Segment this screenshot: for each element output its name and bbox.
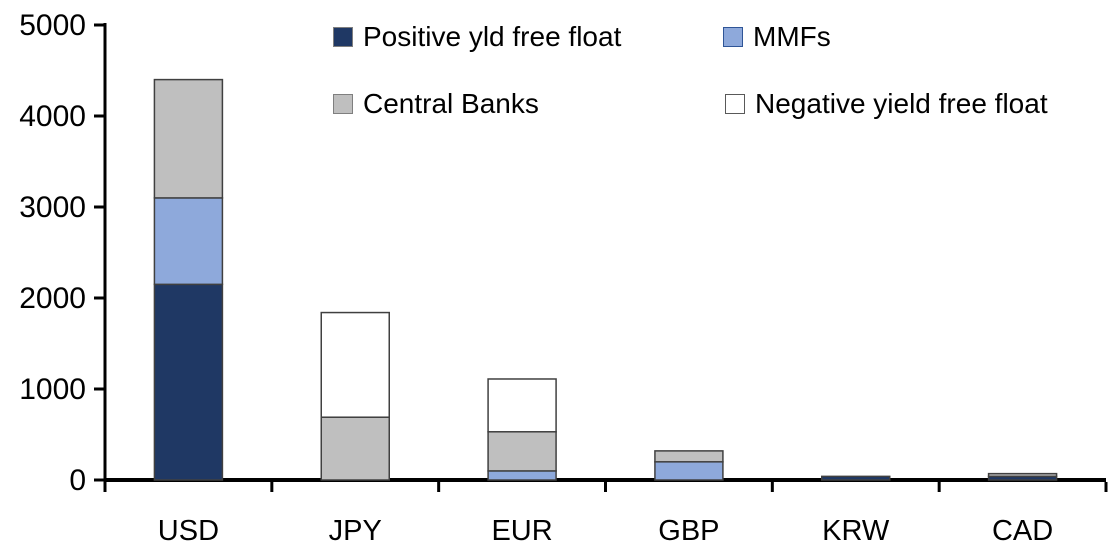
y-tick-label-2000: 2000 (19, 282, 86, 315)
x-label-EUR: EUR (491, 515, 552, 547)
bar-segment-CAD-central-banks (987, 472, 1058, 478)
y-tick-label-1000: 1000 (19, 373, 86, 406)
bar-segment-USD-mmfs (153, 197, 224, 286)
bar-segment-USD-positive-yld-free-float (153, 283, 224, 481)
legend-item-mmfs: MMFs (723, 20, 831, 54)
x-label-USD: USD (158, 515, 219, 547)
y-tick-label-3000: 3000 (19, 191, 86, 224)
bar-segment-EUR-central-banks (487, 431, 557, 472)
x-label-CAD: CAD (992, 515, 1053, 547)
bar-segment-GBP-central-banks (654, 450, 724, 463)
x-label-JPY: JPY (329, 515, 382, 547)
legend-item-negative-yield-free-float: Negative yield free float (725, 87, 1048, 121)
y-tick-label-5000: 5000 (19, 9, 86, 42)
bar-segment-EUR-negative-yield-free-float (487, 378, 557, 433)
legend-item-positive-yld-free-float: Positive yld free float (333, 20, 621, 54)
legend-swatch-central-banks-icon (333, 94, 353, 114)
bar-segment-JPY-negative-yield-free-float (320, 311, 390, 418)
y-tick-label-0: 0 (69, 464, 86, 497)
legend-swatch-negative-yield-icon (725, 94, 745, 114)
legend-swatch-mmfs-icon (723, 27, 743, 47)
legend-swatch-positive-yld-icon (333, 27, 353, 47)
x-label-GBP: GBP (658, 515, 719, 547)
bar-segment-JPY-central-banks (320, 416, 390, 481)
bar-segment-USD-central-banks (153, 78, 224, 199)
bar-segment-GBP-mmfs (654, 461, 724, 481)
y-tick-label-4000: 4000 (19, 100, 86, 133)
bar-segment-KRW-positive-yld-free-float (821, 475, 891, 481)
legend-label-central-banks: Central Banks (363, 88, 539, 119)
legend-label-negative-yield: Negative yield free float (755, 88, 1048, 119)
legend-item-central-banks: Central Banks (333, 87, 539, 121)
legend-label-mmfs: MMFs (753, 21, 831, 52)
legend-label-positive-yld: Positive yld free float (363, 21, 622, 52)
bar-segment-EUR-mmfs (487, 470, 557, 481)
x-label-KRW: KRW (822, 515, 890, 547)
